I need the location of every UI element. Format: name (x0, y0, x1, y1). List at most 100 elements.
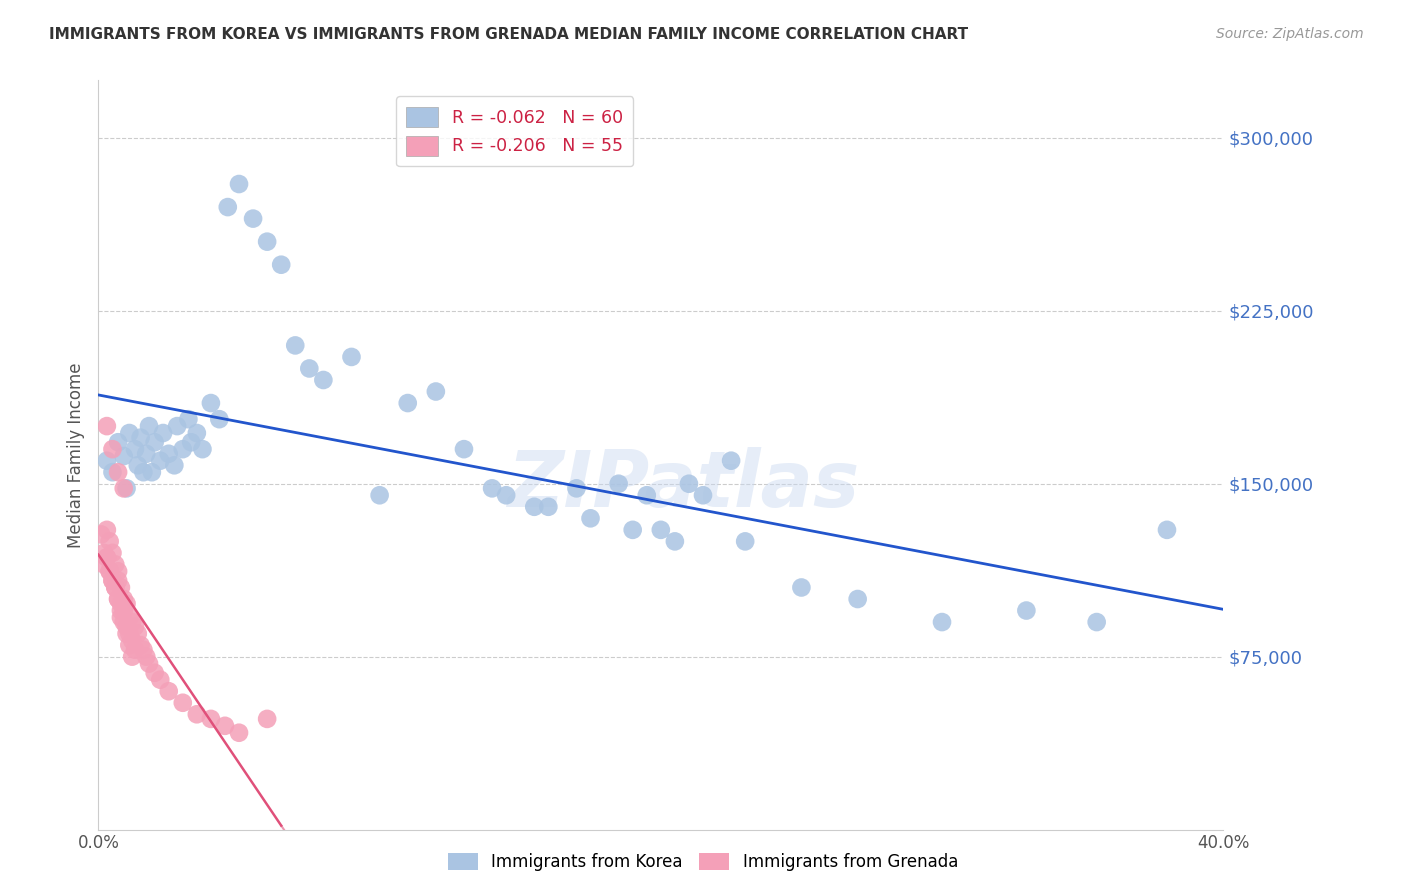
Point (141, 465, 163, 479)
Point (118, 638, 141, 652)
Point (138, 419, 160, 434)
Point (115, 620, 138, 634)
Point (96, 523, 118, 537)
Point (107, 592, 129, 607)
Point (1085, 615, 1108, 629)
Point (112, 615, 135, 629)
Point (121, 633, 143, 648)
Point (115, 597, 138, 611)
Point (621, 523, 644, 537)
Point (149, 453, 172, 467)
Point (720, 453, 742, 467)
Point (495, 488, 517, 502)
Point (135, 649, 157, 664)
Point (110, 603, 132, 617)
Point (200, 712, 222, 726)
Point (565, 481, 588, 495)
Point (124, 442, 146, 457)
Point (101, 574, 124, 588)
Point (664, 534, 686, 549)
Point (1015, 603, 1038, 617)
Point (298, 361, 321, 376)
Point (101, 546, 124, 560)
Point (127, 626, 149, 640)
Point (132, 642, 155, 657)
Point (129, 638, 152, 652)
Point (96, 453, 118, 467)
Point (96, 419, 118, 434)
Point (104, 581, 127, 595)
Point (98, 534, 121, 549)
Point (186, 707, 208, 722)
Point (98, 565, 121, 579)
Point (138, 657, 160, 671)
Point (157, 447, 180, 461)
Point (453, 442, 475, 457)
Point (172, 696, 194, 710)
Point (104, 558, 127, 572)
Point (1156, 523, 1178, 537)
Point (931, 615, 953, 629)
Point (284, 338, 307, 352)
Point (127, 458, 149, 473)
Point (523, 500, 546, 514)
Point (143, 665, 166, 680)
Point (93, 558, 115, 572)
Point (157, 684, 180, 698)
Point (107, 565, 129, 579)
Point (692, 488, 714, 502)
Point (107, 435, 129, 450)
Point (340, 350, 363, 364)
Point (312, 373, 335, 387)
Point (537, 500, 560, 514)
Y-axis label: Median Family Income: Median Family Income (66, 362, 84, 548)
Point (256, 712, 278, 726)
Point (112, 449, 135, 463)
Point (118, 626, 141, 640)
Point (152, 425, 174, 440)
Point (180, 435, 202, 450)
Point (121, 649, 143, 664)
Point (115, 481, 138, 495)
Point (636, 488, 658, 502)
Point (228, 177, 250, 191)
Point (481, 481, 503, 495)
Point (177, 412, 200, 426)
Point (107, 592, 129, 607)
Point (101, 442, 124, 457)
Point (242, 211, 264, 226)
Point (846, 592, 869, 607)
Point (191, 442, 214, 457)
Point (228, 725, 250, 739)
Point (607, 476, 630, 491)
Text: Source: ZipAtlas.com: Source: ZipAtlas.com (1216, 27, 1364, 41)
Point (579, 511, 602, 525)
Point (368, 488, 391, 502)
Point (208, 412, 231, 426)
Point (214, 719, 236, 733)
Point (101, 574, 124, 588)
Point (104, 581, 127, 595)
Point (132, 465, 155, 479)
Legend: Immigrants from Korea, Immigrants from Grenada: Immigrants from Korea, Immigrants from G… (440, 845, 966, 880)
Point (101, 465, 124, 479)
Point (96, 550, 118, 565)
Point (163, 458, 186, 473)
Point (112, 603, 135, 617)
Point (186, 425, 208, 440)
Point (118, 425, 141, 440)
Point (166, 419, 188, 434)
Point (110, 597, 132, 611)
Point (121, 615, 143, 629)
Text: ZIPatlas: ZIPatlas (508, 447, 859, 523)
Point (135, 447, 157, 461)
Text: IMMIGRANTS FROM KOREA VS IMMIGRANTS FROM GRENADA MEDIAN FAMILY INCOME CORRELATIO: IMMIGRANTS FROM KOREA VS IMMIGRANTS FROM… (49, 27, 969, 42)
Point (790, 581, 813, 595)
Point (110, 581, 132, 595)
Point (217, 200, 239, 214)
Legend: R = -0.062   N = 60, R = -0.206   N = 55: R = -0.062 N = 60, R = -0.206 N = 55 (396, 96, 633, 166)
Point (96, 550, 118, 565)
Point (112, 592, 135, 607)
Point (256, 235, 278, 249)
Point (107, 574, 129, 588)
